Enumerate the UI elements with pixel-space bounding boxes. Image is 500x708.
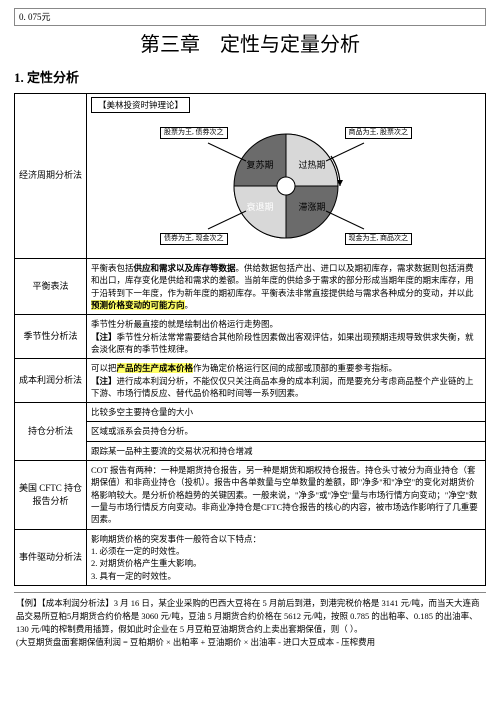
row-content-event: 影响期货价格的突发事件一般符合以下特点： 1. 必须在一定的时效性。 2. 对期… xyxy=(87,529,486,585)
row-label-event: 事件驱动分析法 xyxy=(15,529,87,585)
row-label-cycle: 经济周期分析法 xyxy=(15,93,87,258)
investment-clock-diagram: 股票为王, 债券次之 商品为王, 股票次之 债券为王, 现金次之 现金为王, 商… xyxy=(91,117,481,255)
row-label-cost: 成本利润分析法 xyxy=(15,359,87,403)
top-value-box: 0. 075元 xyxy=(14,8,486,26)
corner-br: 现金为王, 商品次之 xyxy=(345,233,413,245)
row-content-cost: 可以把产品的生产成本价格作为确定价格运行区间的成部或顶部的重要参考指标。 【注】… xyxy=(87,359,486,403)
row-position-a: 比较多空主要持仓量的大小 xyxy=(87,403,486,422)
row-content-seasonal: 季节性分析最直接的就是绘制出价格运行走势图。 【注】季节性分析法常常需要结合其他… xyxy=(87,315,486,359)
q-recession: 衰退期 xyxy=(246,201,273,212)
clock-boxed-title: 【美林投资时钟理论】 xyxy=(91,97,190,113)
clock-svg: 复苏期 过热期 衰退期 滞涨期 xyxy=(156,121,416,251)
corner-tl: 股票为王, 债券次之 xyxy=(160,127,228,139)
row-label-balance: 平衡表法 xyxy=(15,259,87,315)
q-overheat: 过热期 xyxy=(298,159,325,170)
q-stagflation: 滞涨期 xyxy=(298,202,325,212)
top-value: 0. 075元 xyxy=(19,12,51,22)
q-recovery: 复苏期 xyxy=(246,159,273,170)
corner-bl: 债券为王, 现金次之 xyxy=(160,233,228,245)
chapter-title: 第三章 定性与定量分析 xyxy=(14,32,486,59)
row-position-c: 跟踪某一品种主要流的交易状况和持仓增减 xyxy=(87,441,486,460)
corner-tr: 商品为王, 股票次之 xyxy=(345,127,413,139)
row-content-balance: 平衡表包括供应和需求以及库存等数据。供给数据包括产出、进口以及期初库存，需求数据… xyxy=(87,259,486,315)
row-label-cftc: 美国 CFTC 持仓报告分析 xyxy=(15,461,87,530)
row-position-b: 区域或派系会员持仓分析。 xyxy=(87,422,486,441)
row-content-cftc: COT 报告有两种：一种是期货持仓报告，另一种是期货和期权持仓报告。持仓头寸被分… xyxy=(87,461,486,530)
row-content-cycle: 【美林投资时钟理论】 股票为王, 债券次之 商品为王, 股票次之 债券为王, 现… xyxy=(87,93,486,258)
analysis-table: 经济周期分析法 【美林投资时钟理论】 股票为王, 债券次之 商品为王, 股票次之… xyxy=(14,93,486,586)
row-label-seasonal: 季节性分析法 xyxy=(15,315,87,359)
example-line2: (大豆期货盘面套期保值利润 = 豆粕期价 × 出粕率 + 豆油期价 × 出油率 … xyxy=(16,636,484,649)
example-line1: 【例】【成本利润分析法】3 月 16 日，某企业采购的巴西大豆将在 5 月前后到… xyxy=(16,597,484,637)
example-block: 【例】【成本利润分析法】3 月 16 日，某企业采购的巴西大豆将在 5 月前后到… xyxy=(14,592,486,650)
row-label-position: 持仓分析法 xyxy=(15,403,87,461)
section-1-heading: 1. 定性分析 xyxy=(14,69,486,87)
